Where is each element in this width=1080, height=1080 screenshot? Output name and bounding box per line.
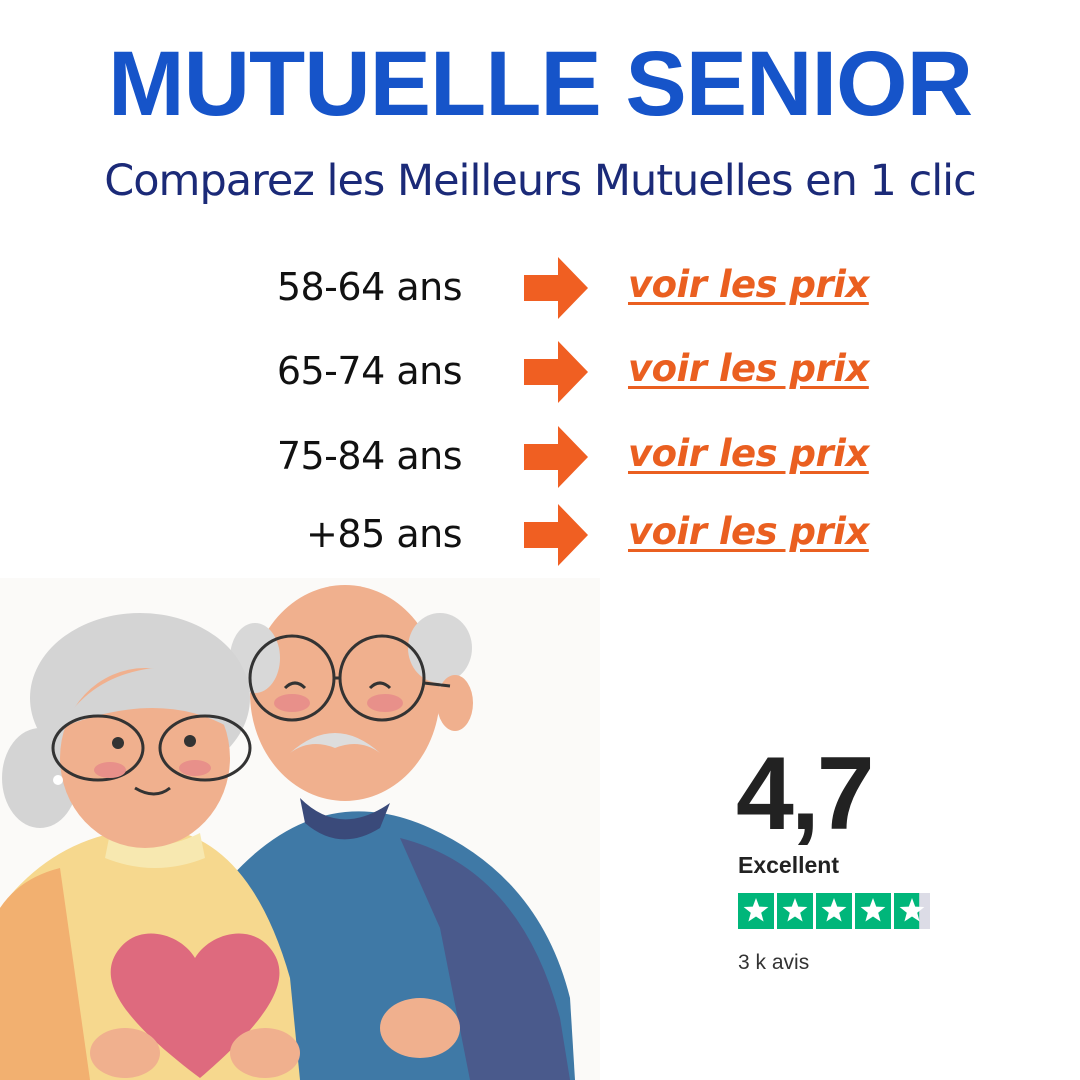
age-range: 75-84 ans — [276, 434, 463, 478]
star-icon — [899, 898, 925, 922]
price-link[interactable]: voir les prix — [628, 510, 869, 553]
price-link[interactable]: voir les prix — [628, 432, 869, 475]
star-icon — [782, 898, 808, 922]
arrow-icon — [524, 426, 588, 488]
price-row: 65-74 ans voir les prix — [0, 341, 1080, 403]
age-range: 65-74 ans — [276, 349, 463, 393]
rating-score: 4,7 — [736, 736, 875, 852]
price-link[interactable]: voir les prix — [628, 347, 869, 390]
age-range: 58-64 ans — [276, 265, 463, 309]
title: MUTUELLE SENIOR — [107, 33, 973, 135]
price-row: 58-64 ans voir les prix — [0, 257, 1080, 319]
arrow-icon — [524, 257, 588, 319]
price-link[interactable]: voir les prix — [628, 263, 869, 306]
star-icon — [743, 898, 769, 922]
age-range: +85 ans — [306, 512, 462, 556]
price-row: +85 ans voir les prix — [0, 504, 1080, 566]
star-icon — [860, 898, 886, 922]
subtitle: Comparez les Meilleurs Mutuelles en 1 cl… — [104, 156, 977, 206]
rating-verdict: Excellent — [738, 852, 839, 878]
price-row: 75-84 ans voir les prix — [0, 426, 1080, 488]
rating-count: 3 k avis — [738, 951, 810, 974]
arrow-icon — [524, 504, 588, 566]
senior-couple-illustration — [0, 578, 600, 1080]
star-icon — [821, 898, 847, 922]
arrow-icon — [524, 341, 588, 403]
rating-stars — [738, 893, 930, 929]
